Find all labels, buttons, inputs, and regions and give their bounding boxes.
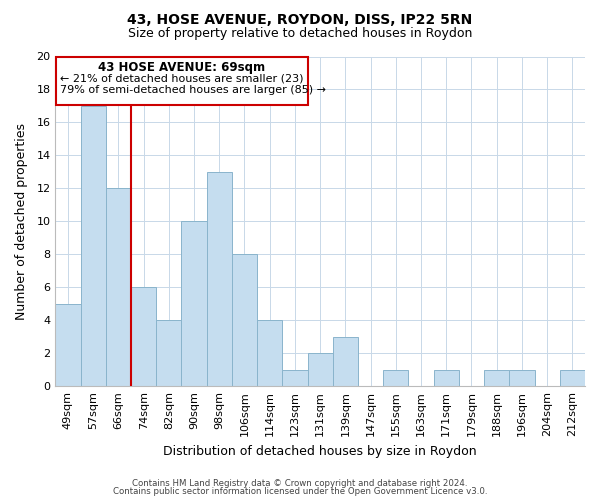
Bar: [106, 188, 131, 386]
Text: ← 21% of detached houses are smaller (23): ← 21% of detached houses are smaller (23…: [59, 74, 303, 84]
Text: Size of property relative to detached houses in Roydon: Size of property relative to detached ho…: [128, 28, 472, 40]
X-axis label: Distribution of detached houses by size in Roydon: Distribution of detached houses by size …: [163, 444, 477, 458]
Text: Contains HM Land Registry data © Crown copyright and database right 2024.: Contains HM Land Registry data © Crown c…: [132, 478, 468, 488]
Y-axis label: Number of detached properties: Number of detached properties: [15, 123, 28, 320]
Bar: [434, 370, 459, 386]
Bar: [232, 254, 257, 386]
Bar: [308, 354, 333, 386]
Bar: [156, 320, 181, 386]
Bar: [80, 106, 106, 386]
Bar: [56, 56, 308, 105]
Bar: [509, 370, 535, 386]
Bar: [206, 172, 232, 386]
Bar: [181, 222, 206, 386]
Bar: [484, 370, 509, 386]
Text: 43 HOSE AVENUE: 69sqm: 43 HOSE AVENUE: 69sqm: [98, 60, 265, 74]
Bar: [55, 304, 80, 386]
Bar: [383, 370, 409, 386]
Bar: [131, 288, 156, 386]
Bar: [283, 370, 308, 386]
Bar: [333, 337, 358, 386]
Text: 79% of semi-detached houses are larger (85) →: 79% of semi-detached houses are larger (…: [59, 86, 326, 96]
Text: 43, HOSE AVENUE, ROYDON, DISS, IP22 5RN: 43, HOSE AVENUE, ROYDON, DISS, IP22 5RN: [127, 12, 473, 26]
Bar: [257, 320, 283, 386]
Text: Contains public sector information licensed under the Open Government Licence v3: Contains public sector information licen…: [113, 487, 487, 496]
Bar: [560, 370, 585, 386]
